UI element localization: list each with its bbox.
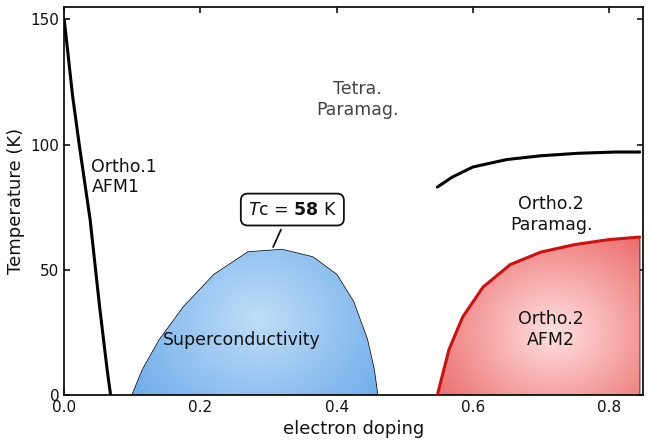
Text: Tetra.
Paramag.: Tetra. Paramag. bbox=[316, 80, 398, 119]
Text: Ortho.1
AFM1: Ortho.1 AFM1 bbox=[92, 158, 157, 196]
X-axis label: electron doping: electron doping bbox=[283, 420, 424, 438]
PathPatch shape bbox=[437, 237, 640, 395]
Text: $\mathit{T}$c = $\mathbf{58}$ K: $\mathit{T}$c = $\mathbf{58}$ K bbox=[248, 201, 337, 218]
Text: Superconductivity: Superconductivity bbox=[162, 331, 320, 348]
Y-axis label: Temperature (K): Temperature (K) bbox=[7, 128, 25, 274]
Text: Ortho.2
AFM2: Ortho.2 AFM2 bbox=[518, 310, 584, 349]
PathPatch shape bbox=[133, 250, 378, 395]
Text: Ortho.2
Paramag.: Ortho.2 Paramag. bbox=[510, 195, 592, 234]
